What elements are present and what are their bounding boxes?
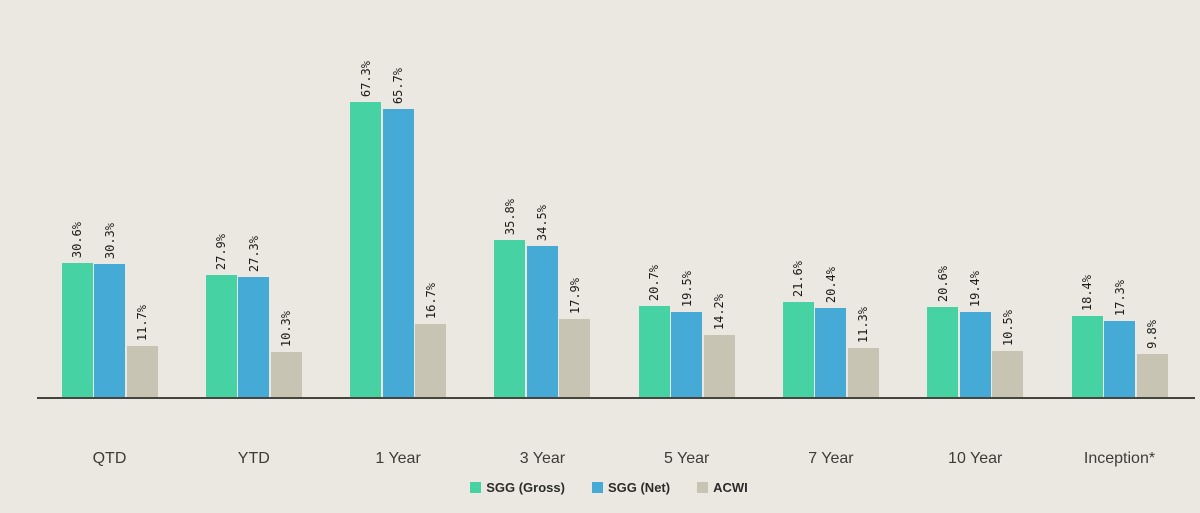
bar-acwi xyxy=(992,351,1024,397)
bar-value-label: 20.4% xyxy=(823,266,838,303)
bar-sgg-net xyxy=(94,264,125,397)
bar-acwi xyxy=(1136,354,1168,397)
x-axis-label-ytd: YTD xyxy=(237,450,270,467)
bar-value-label: 19.5% xyxy=(679,270,694,307)
bar-value-label: 14.2% xyxy=(712,293,727,330)
x-axis-label-1-year: 1 Year xyxy=(375,450,421,467)
bar-sgg-gross xyxy=(350,102,382,397)
bar-value-label: 10.3% xyxy=(279,310,294,347)
bar-value-label: 35.8% xyxy=(502,198,517,235)
bar-value-label: 34.5% xyxy=(535,204,550,241)
bar-sgg-net xyxy=(382,109,414,397)
bar-sgg-net xyxy=(815,308,847,397)
bar-value-label: 17.9% xyxy=(567,277,582,314)
legend-label: SGG (Net) xyxy=(607,480,671,495)
legend-swatch-icon xyxy=(591,482,603,493)
legend-item-sgg-net: SGG (Net) xyxy=(591,480,671,495)
bar-sgg-net xyxy=(526,246,558,397)
legend-label: SGG (Gross) xyxy=(486,480,565,495)
x-axis-line xyxy=(37,397,1195,399)
bar-sgg-net xyxy=(1104,321,1135,397)
bar-acwi xyxy=(559,319,591,397)
bar-value-label: 11.3% xyxy=(856,306,871,343)
bar-acwi xyxy=(847,348,879,397)
bar-value-label: 65.7% xyxy=(391,67,406,104)
bar-acwi xyxy=(415,324,447,397)
bar-sgg-gross xyxy=(205,275,237,397)
bar-sgg-net xyxy=(238,277,270,397)
bar-sgg-gross xyxy=(927,307,959,397)
bar-sgg-gross xyxy=(494,240,526,397)
bar-value-label: 30.6% xyxy=(70,221,84,258)
legend-item-acwi: ACWI xyxy=(697,480,748,495)
bar-value-label: 18.4% xyxy=(1080,274,1094,311)
bar-value-label: 16.7% xyxy=(423,282,438,319)
legend-swatch-icon xyxy=(470,482,482,493)
legend-swatch-icon xyxy=(697,482,709,493)
bar-value-label: 10.5% xyxy=(1000,309,1015,346)
bar-sgg-gross xyxy=(782,302,814,397)
bar-sgg-gross xyxy=(1071,316,1103,397)
bar-value-label: 27.3% xyxy=(246,235,261,272)
bar-acwi xyxy=(126,346,158,397)
bar-sgg-gross xyxy=(638,306,670,397)
bar-acwi xyxy=(703,335,735,397)
x-axis-label-7-year: 7 Year xyxy=(808,450,854,467)
bar-sgg-net xyxy=(671,312,703,397)
bar-value-label: 20.7% xyxy=(647,264,662,301)
x-axis-label-qtd: QTD xyxy=(92,450,127,467)
bar-value-label: 27.9% xyxy=(214,233,229,270)
x-axis-label-3-year: 3 Year xyxy=(519,450,566,467)
bar-value-label: 17.3% xyxy=(1112,279,1127,316)
bar-sgg-gross xyxy=(61,263,93,397)
legend-label: ACWI xyxy=(713,480,748,495)
bar-value-label: 9.8% xyxy=(1145,320,1159,349)
bar-sgg-net xyxy=(959,312,991,397)
bar-value-label: 21.6% xyxy=(791,260,806,297)
bar-value-label: 20.6% xyxy=(935,265,950,302)
legend: SGG (Gross) SGG (Net) ACWI xyxy=(0,480,1200,495)
bar-acwi xyxy=(270,352,302,397)
bar-value-label: 19.4% xyxy=(968,270,983,307)
bar-value-label: 67.3% xyxy=(358,60,373,97)
legend-item-sgg-gross: SGG (Gross) xyxy=(470,480,565,495)
x-axis-label-5-year: 5 Year xyxy=(663,450,710,467)
bar-value-label: 30.3% xyxy=(102,222,117,259)
bar-value-label: 11.7% xyxy=(135,304,149,341)
x-axis-label-10-year: 10 Year xyxy=(948,450,1003,467)
x-axis-label-inception: Inception* xyxy=(1083,450,1156,467)
